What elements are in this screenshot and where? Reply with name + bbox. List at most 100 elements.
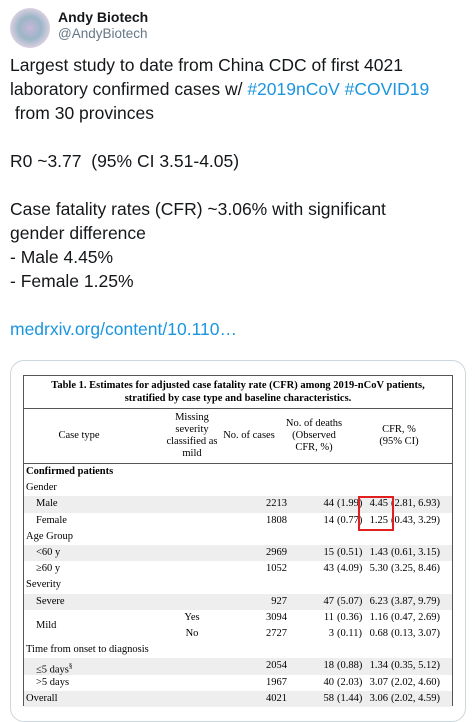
row-label: Female xyxy=(36,514,67,526)
cell: 3.07 xyxy=(369,676,388,688)
tweet-line: - Male 4.45% xyxy=(10,247,114,267)
row-label: <60 y xyxy=(36,547,61,558)
cell: 14 xyxy=(323,514,335,526)
cell: (0.11) xyxy=(337,628,362,639)
cell: (0.51) xyxy=(337,547,363,558)
avatar[interactable] xyxy=(10,8,50,48)
row-label: Confirmed patients xyxy=(26,466,114,477)
cell: 47 xyxy=(323,595,335,607)
cell: 58 xyxy=(323,692,335,704)
cell: 1.16 xyxy=(369,611,388,623)
cell: (1.44) xyxy=(337,692,363,704)
row-label: Severe xyxy=(36,595,65,607)
cell: 44 xyxy=(323,498,335,510)
row-label: ≤5 days§ xyxy=(36,660,72,677)
tweet-line: gender difference xyxy=(10,223,146,243)
row-label: ≥60 y xyxy=(36,563,61,575)
row-label: Mild xyxy=(36,619,57,631)
tweet-line: laboratory confirmed cases w/ #2019nCoV … xyxy=(10,78,429,100)
label-text: ≤5 days xyxy=(36,664,69,676)
cell: (2.02, 4.59) xyxy=(391,692,440,704)
cell: 2213 xyxy=(266,498,287,510)
cell: (1.99) xyxy=(337,498,363,510)
user-handle[interactable]: @AndyBiotech xyxy=(58,26,148,41)
column-header: No. of deaths xyxy=(285,418,343,429)
cell: (2.81, 6.93) xyxy=(391,498,440,510)
cell: (0.35, 5.12) xyxy=(391,660,440,672)
highlight-box xyxy=(358,496,394,531)
cell: 4021 xyxy=(266,692,287,704)
rule xyxy=(24,408,452,409)
cell: (0.77) xyxy=(337,514,363,526)
cell: (4.09) xyxy=(337,563,363,575)
cell: (3.25, 8.46) xyxy=(391,563,440,575)
hashtag[interactable]: #2019nCoV xyxy=(247,79,340,99)
cell: 6.23 xyxy=(369,595,388,607)
tweet-line: Case fatality rates (CFR) ~3.06% with si… xyxy=(10,199,386,219)
cell: 2727 xyxy=(266,628,287,639)
row-label: Male xyxy=(36,498,58,510)
row-shade xyxy=(24,690,452,707)
cell: Yes xyxy=(184,611,200,623)
column-header: severity xyxy=(175,424,209,435)
cell: (0.36) xyxy=(337,611,363,623)
cell: 40 xyxy=(323,676,335,688)
cell: 1.43 xyxy=(369,547,388,558)
cell: 4.45 xyxy=(369,498,388,510)
tweet-text: laboratory confirmed cases w/ xyxy=(10,79,248,99)
cell: 11 xyxy=(323,611,334,623)
cell: 3.06 xyxy=(369,692,388,704)
column-header: mild xyxy=(182,448,202,459)
cell: 1.34 xyxy=(369,660,388,672)
row-label: Age Group xyxy=(26,530,73,542)
cell: 5.30 xyxy=(369,563,388,575)
cell: 3094 xyxy=(266,611,287,623)
cell: 927 xyxy=(271,595,287,607)
column-header: classified as xyxy=(166,436,218,447)
user-name[interactable]: Andy Biotech xyxy=(58,9,149,25)
cell: No xyxy=(185,628,199,639)
cell: 3 xyxy=(328,628,334,639)
cell: (5.07) xyxy=(337,595,363,607)
cell: 43 xyxy=(323,563,335,575)
table-title: stratified by case type and baseline cha… xyxy=(124,393,352,404)
cell: 15 xyxy=(323,547,335,558)
footnote-mark: § xyxy=(68,662,73,671)
column-header: No. of cases xyxy=(223,430,275,441)
row-shade xyxy=(24,545,452,562)
column-header: Case type xyxy=(58,430,100,441)
column-header: CFR, % xyxy=(382,424,416,435)
cell: (2.02, 4.60) xyxy=(391,676,440,688)
row-label: Time from onset to diagnosis xyxy=(26,644,149,656)
row-shade xyxy=(24,658,452,675)
tweet-line: Largest study to date from China CDC of … xyxy=(10,55,403,75)
table: Table 1. Estimates for adjusted case fat… xyxy=(23,375,453,707)
cell: 1808 xyxy=(266,514,287,526)
cell: 2969 xyxy=(266,547,287,558)
cell: 1.25 xyxy=(369,514,388,526)
row-shade xyxy=(24,593,452,610)
tweet-line: R0 ~3.77 (95% CI 3.51-4.05) xyxy=(10,151,240,171)
column-header: Missing xyxy=(175,412,209,423)
tweet-line: - Female 1.25% xyxy=(10,271,134,291)
cell: (0.13, 3.07) xyxy=(391,628,440,639)
tweet-line: from 30 provinces xyxy=(10,103,154,123)
cell: 1052 xyxy=(266,563,287,575)
column-header: CFR, %) xyxy=(295,442,333,453)
cell: (0.61, 3.15) xyxy=(391,547,440,558)
table-title: Table 1. Estimates for adjusted case fat… xyxy=(51,380,425,391)
image-card[interactable]: Table 1. Estimates for adjusted case fat… xyxy=(10,360,466,722)
row-label: Severity xyxy=(26,579,61,591)
row-label: Gender xyxy=(26,482,57,494)
column-header: (95% CI) xyxy=(379,436,419,447)
link[interactable]: medrxiv.org/content/10.110… xyxy=(10,319,237,339)
cell: (3.87, 9.79) xyxy=(391,595,440,607)
cell: 1967 xyxy=(266,676,287,688)
rule xyxy=(24,463,452,464)
cell: (0.43, 3.29) xyxy=(391,514,440,526)
row-label: Overall xyxy=(26,692,58,704)
row-shade xyxy=(24,496,452,513)
hashtag[interactable]: #COVID19 xyxy=(344,79,430,99)
cell: (0.47, 2.69) xyxy=(391,611,440,623)
